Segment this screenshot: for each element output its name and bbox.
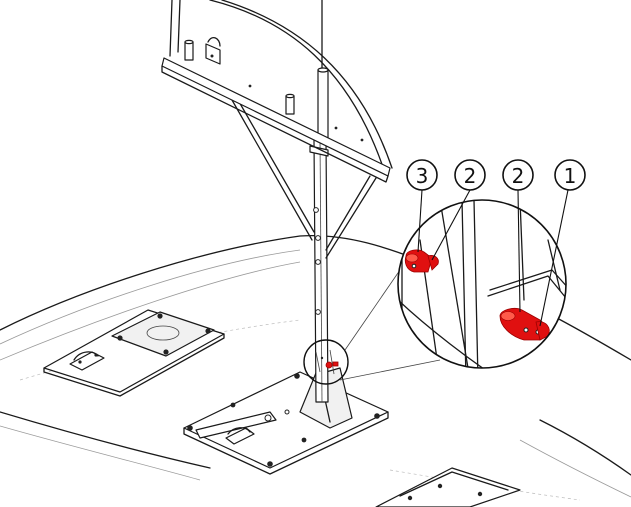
callout-leaders (417, 189, 569, 327)
left-mount-plate (43, 309, 225, 397)
upper-frame (161, 0, 393, 183)
mast (231, 0, 377, 403)
callout-1: 1 (554, 159, 586, 191)
callout-2-left-label: 2 (464, 164, 477, 188)
red-clip-lower (499, 308, 550, 341)
center-base-plate (183, 367, 389, 475)
callout-2-right: 2 (502, 159, 534, 191)
callout-2-left: 2 (454, 159, 486, 191)
callout-3: 3 (406, 159, 438, 191)
callout-1-label: 1 (564, 164, 577, 188)
detail-locator-circle (303, 269, 441, 385)
callout-2-right-label: 2 (512, 164, 525, 188)
detail-magnifier (397, 199, 567, 369)
bottom-right-plate (375, 467, 521, 507)
callout-3-label: 3 (416, 164, 429, 188)
red-clip-upper (404, 249, 439, 273)
